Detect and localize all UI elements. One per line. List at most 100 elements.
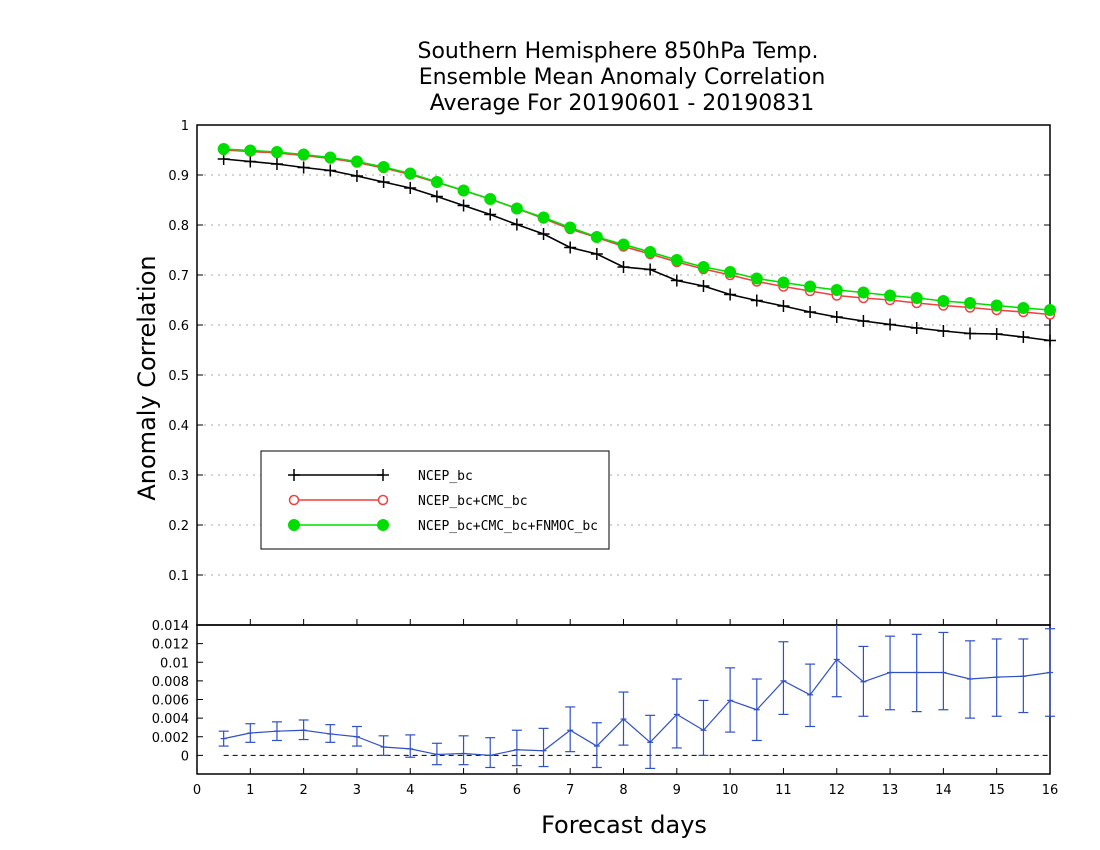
data-point: [857, 315, 870, 327]
data-point: [1044, 304, 1056, 316]
error-bar: [271, 721, 282, 742]
main-y-ticks: 0.1 0.2 0.3 0.4 0.5 0.6 0.7 0.8 0.9 1: [168, 119, 1050, 584]
error-bar: [431, 742, 442, 766]
diff-y-tick-label: 0.002: [152, 731, 189, 746]
y-tick-label: 0.1: [168, 569, 189, 584]
x-tick-label: 7: [566, 783, 574, 798]
chart-title-line-3: Average For 20190601 - 20190831: [430, 91, 815, 116]
x-axis-title: Forecast days: [541, 811, 707, 839]
error-bar: [965, 640, 976, 719]
data-point: [430, 176, 443, 188]
data-point: [564, 241, 577, 254]
data-point: [697, 261, 710, 273]
x-tick-label: 9: [673, 783, 681, 798]
data-point: [244, 144, 257, 157]
error-bar: [831, 625, 842, 698]
legend-item-0: NCEP_bc: [288, 469, 473, 484]
y-axis-title: Anomaly Correlation: [133, 255, 161, 500]
data-point: [244, 155, 257, 168]
data-point: [1017, 302, 1030, 314]
error-bar: [671, 678, 682, 749]
error-bar: [778, 641, 789, 716]
error-bar: [565, 706, 576, 753]
data-point: [484, 208, 497, 221]
legend-item-1: NCEP_bc+CMC_bc: [288, 494, 528, 509]
error-bar: [618, 691, 629, 746]
diff-y-tick-label: 0.014: [152, 619, 189, 634]
difference-panel: 0 0.002 0.004 0.006 0.008 0.01 0.012 0.014: [152, 619, 1055, 775]
y-tick-label: 0.4: [168, 419, 189, 434]
legend-label: NCEP_bc+CMC_bc+FNMOC_bc: [418, 519, 598, 534]
data-point: [457, 199, 470, 212]
data-point: [884, 289, 897, 302]
diff-y-tick-label: 0.008: [152, 675, 189, 690]
data-point: [804, 280, 817, 293]
y-tick-label: 0.2: [168, 519, 189, 534]
legend-marker: [288, 494, 300, 506]
difference-series-group: [218, 625, 1055, 770]
error-bar: [245, 723, 256, 743]
data-point: [937, 295, 950, 307]
data-point: [377, 161, 390, 173]
x-tick-label: 10: [722, 783, 739, 798]
data-point: [1017, 331, 1030, 343]
error-bar: [751, 678, 762, 742]
data-point: [644, 246, 657, 258]
diff-y-tick-label: 0.006: [152, 694, 189, 709]
legend-marker: [288, 519, 300, 531]
y-tick-label: 1: [181, 119, 189, 134]
difference-y-ticks: 0 0.002 0.004 0.006 0.008 0.01 0.012 0.014: [152, 619, 203, 764]
data-point: [670, 254, 683, 266]
x-tick-label: 2: [299, 783, 307, 798]
error-bar: [858, 645, 869, 717]
y-tick-label: 0.6: [168, 319, 189, 334]
x-tick-label: 14: [935, 783, 952, 798]
error-bar: [1018, 638, 1029, 714]
x-tick-label: 3: [353, 783, 361, 798]
data-point: [724, 266, 737, 278]
error-bar: [298, 719, 309, 741]
x-tick-label: 13: [882, 783, 899, 798]
diff-y-tick-label: 0: [181, 749, 189, 764]
x-tick-label: 5: [459, 783, 467, 798]
data-point: [617, 238, 630, 251]
error-bar: [351, 725, 362, 747]
y-tick-label: 0.7: [168, 269, 189, 284]
data-point: [297, 161, 310, 174]
data-point: [484, 193, 497, 205]
legend-marker: [377, 494, 389, 506]
data-point: [430, 190, 443, 203]
error-bar: [725, 667, 736, 733]
data-point: [750, 272, 763, 285]
legend-item-2: NCEP_bc+CMC_bc+FNMOC_bc: [288, 519, 598, 534]
data-point: [1044, 334, 1056, 347]
y-tick-label: 0.8: [168, 219, 189, 234]
x-axis-ticks: 0 1 2 3 4 5 6 7 8 9 10 11 12 13 14 15 16: [193, 619, 1058, 798]
data-point: [777, 300, 790, 312]
data-point: [537, 228, 550, 240]
data-point: [617, 261, 630, 273]
x-tick-label: 15: [988, 783, 1005, 798]
y-tick-label: 0.9: [168, 169, 189, 184]
data-point: [377, 176, 390, 188]
data-point: [404, 182, 417, 194]
data-point: [964, 327, 977, 340]
data-point: [590, 231, 603, 243]
data-point: [564, 221, 577, 234]
series-2: [217, 143, 1056, 316]
chart-title-line-2: Ensemble Mean Anomaly Correlation: [419, 65, 826, 90]
error-bar: [458, 735, 469, 766]
x-tick-label: 11: [775, 783, 792, 798]
data-point: [644, 263, 657, 276]
main-plot-panel: 0.1 0.2 0.3 0.4 0.5 0.6 0.7 0.8 0.9 1: [168, 119, 1056, 626]
data-point: [350, 170, 363, 182]
x-tick-label: 4: [406, 783, 414, 798]
x-tick-label: 6: [513, 783, 521, 798]
error-bar: [538, 727, 549, 768]
data-point: [990, 328, 1003, 340]
data-point: [510, 202, 523, 215]
data-point: [804, 306, 817, 318]
data-point: [297, 148, 310, 161]
error-bar: [378, 735, 389, 756]
